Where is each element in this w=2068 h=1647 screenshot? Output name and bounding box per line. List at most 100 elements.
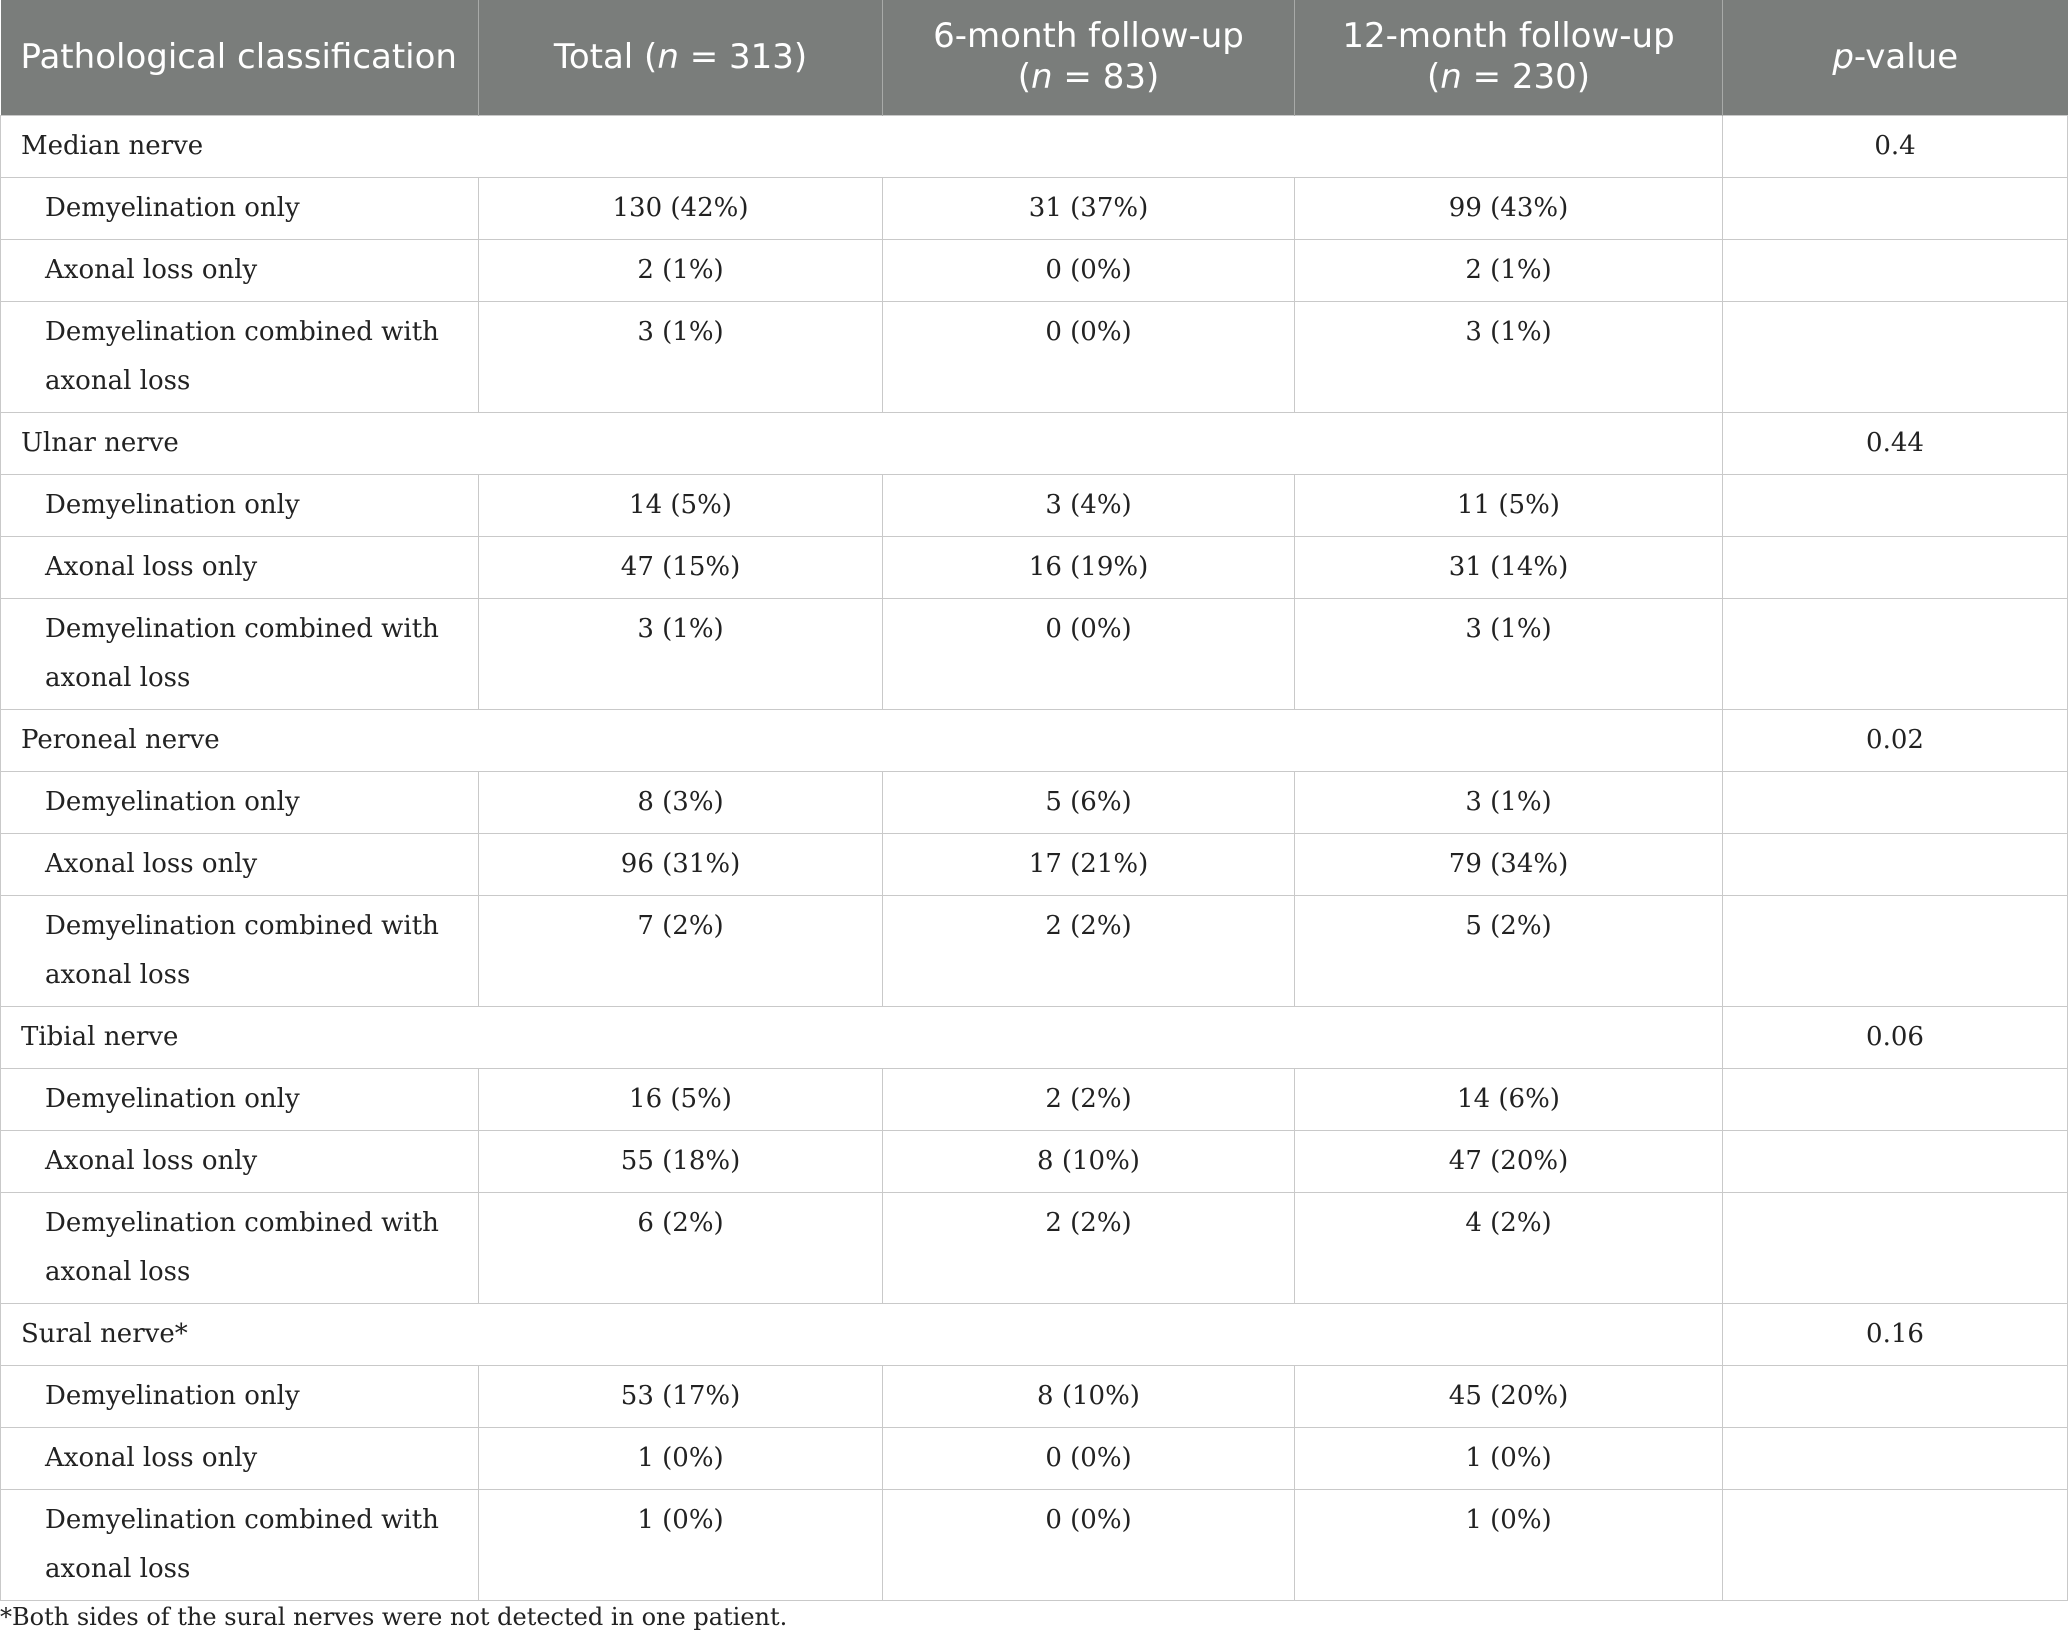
row-label: Demyelination combined with axonal loss [0,1191,479,1304]
cell-p-empty [1722,894,2068,1007]
cell-12-month: 4 (2%) [1294,1191,1723,1304]
table-row: Axonal loss only 2 (1%) 0 (0%) 2 (1%) [0,238,2068,302]
group-p-value: 0.02 [1722,708,2068,772]
cell-p-empty [1722,1191,2068,1304]
cell-6-month: 8 (10%) [882,1129,1295,1193]
group-p-value: 0.4 [1722,114,2068,178]
header-pathological-classification: Pathological classification [0,0,479,115]
header-6-month-line1: 6-month follow-up [933,16,1244,57]
cell-12-month: 1 (0%) [1294,1426,1723,1490]
table-header-row: Pathological classification Total (n = 3… [0,0,2068,115]
table-row: Demyelination only 130 (42%) 31 (37%) 99… [0,176,2068,240]
cell-p-empty [1722,770,2068,834]
group-p-value: 0.16 [1722,1302,2068,1366]
cell-6-month: 8 (10%) [882,1364,1295,1428]
cell-6-month: 0 (0%) [882,597,1295,710]
row-label: Demyelination only [0,473,479,537]
cell-total: 14 (5%) [478,473,883,537]
cell-p-empty [1722,1488,2068,1601]
group-label: Median nerve [0,114,1723,178]
cell-6-month: 2 (2%) [882,1191,1295,1304]
cell-p-empty [1722,1129,2068,1193]
group-row-peroneal: Peroneal nerve 0.02 [0,708,2068,772]
header-12-month: 12-month follow-up (n = 230) [1294,0,1723,115]
header-total-pre: Total ( [553,36,658,77]
table-row: Demyelination combined with axonal loss … [0,1191,2068,1304]
cell-12-month: 14 (6%) [1294,1067,1723,1131]
cell-12-month: 2 (1%) [1294,238,1723,302]
cell-total: 1 (0%) [478,1426,883,1490]
table-row: Demyelination combined with axonal loss … [0,300,2068,413]
row-label: Demyelination combined with axonal loss [0,894,479,1007]
cell-total: 47 (15%) [478,535,883,599]
row-label: Demyelination only [0,770,479,834]
row-label: Demyelination combined with axonal loss [0,597,479,710]
cell-12-month: 45 (20%) [1294,1364,1723,1428]
cell-p-empty [1722,832,2068,896]
cell-total: 1 (0%) [478,1488,883,1601]
header-total-n: n [657,36,679,77]
cell-12-month: 31 (14%) [1294,535,1723,599]
table-footnote: *Both sides of the sural nerves were not… [0,1603,788,1631]
cell-total: 7 (2%) [478,894,883,1007]
pathology-table: Pathological classification Total (n = 3… [0,0,2068,1601]
cell-total: 3 (1%) [478,300,883,413]
table-row: Demyelination combined with axonal loss … [0,597,2068,710]
cell-6-month: 2 (2%) [882,1067,1295,1131]
group-p-value: 0.06 [1722,1005,2068,1069]
group-label: Ulnar nerve [0,411,1723,475]
cell-total: 2 (1%) [478,238,883,302]
cell-6-month: 0 (0%) [882,238,1295,302]
table-row: Axonal loss only 1 (0%) 0 (0%) 1 (0%) [0,1426,2068,1490]
row-label: Axonal loss only [0,832,479,896]
cell-p-empty [1722,1426,2068,1490]
cell-total: 8 (3%) [478,770,883,834]
cell-6-month: 0 (0%) [882,1426,1295,1490]
group-row-tibial: Tibial nerve 0.06 [0,1005,2068,1069]
cell-12-month: 5 (2%) [1294,894,1723,1007]
cell-6-month: 5 (6%) [882,770,1295,834]
group-row-ulnar: Ulnar nerve 0.44 [0,411,2068,475]
group-label: Peroneal nerve [0,708,1723,772]
header-p-post: -value [1853,36,1959,77]
cell-p-empty [1722,238,2068,302]
group-p-value: 0.44 [1722,411,2068,475]
cell-6-month: 16 (19%) [882,535,1295,599]
group-label: Sural nerve* [0,1302,1723,1366]
cell-total: 16 (5%) [478,1067,883,1131]
cell-total: 6 (2%) [478,1191,883,1304]
row-label: Demyelination only [0,176,479,240]
table-row: Axonal loss only 47 (15%) 16 (19%) 31 (1… [0,535,2068,599]
table-row: Demyelination combined with axonal loss … [0,894,2068,1007]
header-6-month-pre: ( [1017,57,1032,98]
header-col1-text: Pathological classification [20,36,457,77]
header-6-month-n: n [1031,57,1053,98]
header-12-month-post: = 230) [1461,57,1591,98]
cell-p-empty [1722,176,2068,240]
header-12-month-pre: ( [1426,57,1441,98]
table-container: Pathological classification Total (n = 3… [0,0,2068,1601]
cell-p-empty [1722,473,2068,537]
table-row: Demyelination only 14 (5%) 3 (4%) 11 (5%… [0,473,2068,537]
group-row-median: Median nerve 0.4 [0,114,2068,178]
cell-total: 3 (1%) [478,597,883,710]
row-label: Axonal loss only [0,535,479,599]
header-p-italic: p [1832,36,1854,77]
cell-12-month: 11 (5%) [1294,473,1723,537]
table-row: Axonal loss only 96 (31%) 17 (21%) 79 (3… [0,832,2068,896]
header-total: Total (n = 313) [478,0,883,115]
cell-total: 96 (31%) [478,832,883,896]
cell-6-month: 2 (2%) [882,894,1295,1007]
cell-p-empty [1722,1067,2068,1131]
cell-6-month: 31 (37%) [882,176,1295,240]
table-row: Demyelination only 53 (17%) 8 (10%) 45 (… [0,1364,2068,1428]
header-6-month-post: = 83) [1052,57,1160,98]
cell-12-month: 1 (0%) [1294,1488,1723,1601]
cell-12-month: 99 (43%) [1294,176,1723,240]
row-label: Demyelination combined with axonal loss [0,1488,479,1601]
group-label: Tibial nerve [0,1005,1723,1069]
cell-12-month: 47 (20%) [1294,1129,1723,1193]
table-row: Demyelination only 8 (3%) 5 (6%) 3 (1%) [0,770,2068,834]
group-row-sural: Sural nerve* 0.16 [0,1302,2068,1366]
cell-6-month: 17 (21%) [882,832,1295,896]
